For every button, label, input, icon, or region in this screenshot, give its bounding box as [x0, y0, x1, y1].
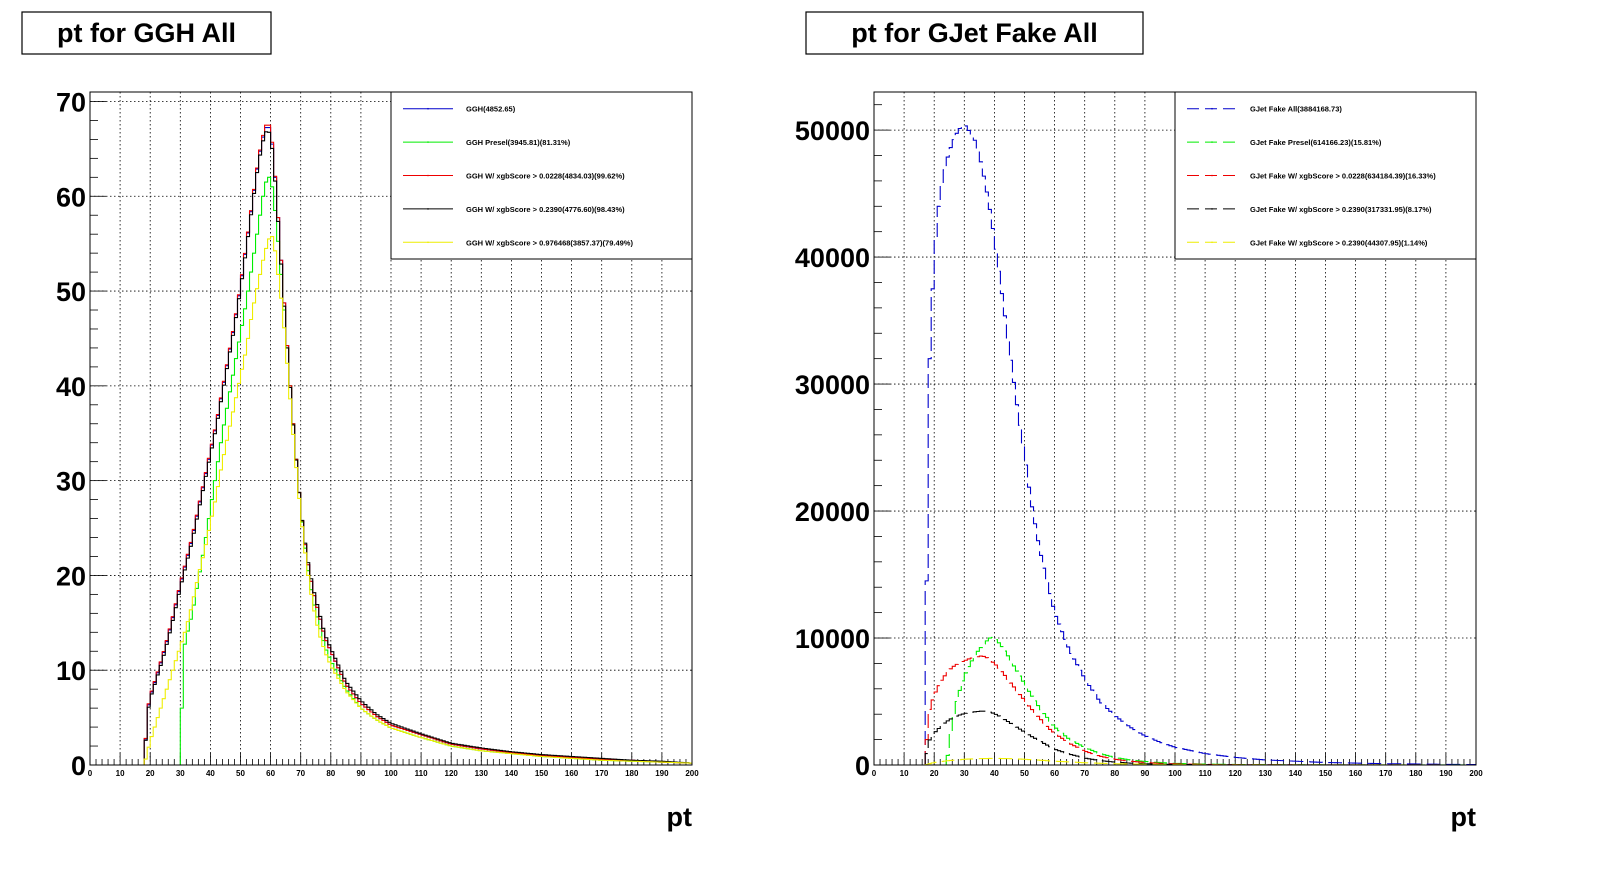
legend-marker: [427, 107, 429, 110]
x-tick-label: 20: [930, 769, 939, 778]
x-tick-label: 180: [625, 769, 639, 778]
x-tick-label: 20: [146, 769, 155, 778]
y-tick-label: 0: [855, 751, 870, 781]
x-tick-label: 10: [116, 769, 125, 778]
x-tick-label: 40: [990, 769, 999, 778]
y-tick-label: 10000: [795, 624, 870, 654]
legend-marker: [427, 241, 429, 244]
x-tick-label: 10: [900, 769, 909, 778]
y-tick-label: 20: [56, 561, 86, 591]
x-tick-label: 120: [445, 769, 459, 778]
title-box: [805, 11, 1144, 55]
x-tick-label: 110: [415, 769, 428, 778]
x-tick-label: 80: [326, 769, 335, 778]
y-tick-label: 40000: [795, 243, 870, 273]
legend-entry: GGH W/ xgbScore > 0.976468(3857.37)(79.4…: [466, 238, 633, 247]
x-tick-label: 50: [1020, 769, 1029, 778]
title-box: [21, 11, 272, 55]
legend-box: [390, 91, 693, 260]
x-tick-label: 0: [88, 769, 93, 778]
y-tick-label: 30000: [795, 370, 870, 400]
x-tick-label: 40: [206, 769, 215, 778]
x-tick-label: 0: [872, 769, 877, 778]
y-tick-label: 50000: [795, 116, 870, 146]
y-tick-label: 20000: [795, 497, 870, 527]
legend-entry: GGH(4852.65): [466, 105, 516, 114]
chart-gjet: pt for GJet Fake All 0 10 20 30 40 50 60 70 80 90 1…: [795, 11, 1483, 832]
x-tick-label: 190: [1439, 769, 1453, 778]
x-tick-label: 140: [505, 769, 519, 778]
series-group: [143, 124, 692, 765]
y-tick-label: 30: [56, 467, 86, 497]
x-tick-label: 110: [1199, 769, 1212, 778]
x-tick-label: 190: [655, 769, 669, 778]
x-tick-label: 60: [266, 769, 275, 778]
legend-entry: GGH Presel(3945.81)(81.31%): [466, 138, 571, 147]
series-line-4: [143, 236, 692, 765]
legend-marker: [1211, 141, 1213, 143]
x-tick-label: 200: [1469, 769, 1483, 778]
legend-entry: GGH W/ xgbScore > 0.2390(4776.60)(98.43%…: [466, 205, 625, 214]
x-tick-label: 50: [236, 769, 245, 778]
x-tick-label: 30: [960, 769, 969, 778]
x-tick-label: 130: [1259, 769, 1273, 778]
legend-entry: GJet Fake All(3884168.73): [1250, 105, 1342, 114]
x-tick-label: 90: [356, 769, 365, 778]
legend-marker: [1211, 174, 1213, 177]
legend-marker: [1211, 241, 1213, 244]
x-axis-label: pt: [667, 802, 692, 832]
x-tick-label: 70: [1080, 769, 1089, 778]
y-tick-label: 10: [56, 656, 86, 686]
legend-entry: GJet Fake W/ xgbScore > 0.2390(317331.95…: [1250, 205, 1432, 214]
legend-entry: GJet Fake Presel(614166.23)(15.81%): [1250, 138, 1382, 147]
legend-entry: GGH W/ xgbScore > 0.0228(4834.03)(99.62%…: [466, 172, 625, 181]
x-tick-label: 60: [1050, 769, 1059, 778]
series-line-3: [143, 131, 692, 765]
x-tick-label: 160: [565, 769, 579, 778]
legend-marker: [427, 141, 429, 143]
y-tick-label: 60: [56, 182, 86, 212]
x-tick-label: 170: [595, 769, 609, 778]
x-tick-label: 140: [1289, 769, 1303, 778]
legend-marker: [1211, 107, 1213, 110]
x-tick-label: 200: [685, 769, 699, 778]
legend-marker: [1211, 208, 1213, 210]
chart-title: pt for GGH All: [57, 18, 236, 48]
x-tick-label: 130: [475, 769, 489, 778]
x-tick-label: 90: [1140, 769, 1149, 778]
chart-title: pt for GJet Fake All: [851, 18, 1098, 48]
x-tick-label: 100: [384, 769, 398, 778]
x-tick-label: 80: [1110, 769, 1119, 778]
x-tick-label: 170: [1379, 769, 1393, 778]
x-tick-label: 180: [1409, 769, 1423, 778]
y-tick-label: 0: [71, 751, 86, 781]
series-line-3: [924, 710, 1476, 765]
x-axis-label: pt: [1451, 802, 1476, 832]
x-tick-label: 30: [176, 769, 185, 778]
x-tick-label: 120: [1229, 769, 1243, 778]
legend-entry: GJet Fake W/ xgbScore > 0.2390(44307.95)…: [1250, 238, 1428, 247]
legend-marker: [427, 174, 429, 177]
legend-marker: [427, 208, 429, 210]
legend: GGH(4852.65) GGH Presel(3945.81)(81.31%) G…: [390, 91, 693, 260]
x-tick-label: 150: [1319, 769, 1333, 778]
x-tick-label: 160: [1349, 769, 1363, 778]
x-tick-label: 100: [1168, 769, 1182, 778]
legend-entry: GJet Fake W/ xgbScore > 0.0228(634184.39…: [1250, 172, 1436, 181]
y-tick-label: 50: [56, 277, 86, 307]
x-tick-label: 70: [296, 769, 305, 778]
y-tick-label: 40: [56, 372, 86, 402]
series-line-0: [924, 124, 1476, 765]
x-tick-label: 150: [535, 769, 549, 778]
legend: GJet Fake All(3884168.73) GJet Fake Prese…: [1174, 91, 1477, 260]
y-tick-label: 70: [56, 87, 86, 117]
